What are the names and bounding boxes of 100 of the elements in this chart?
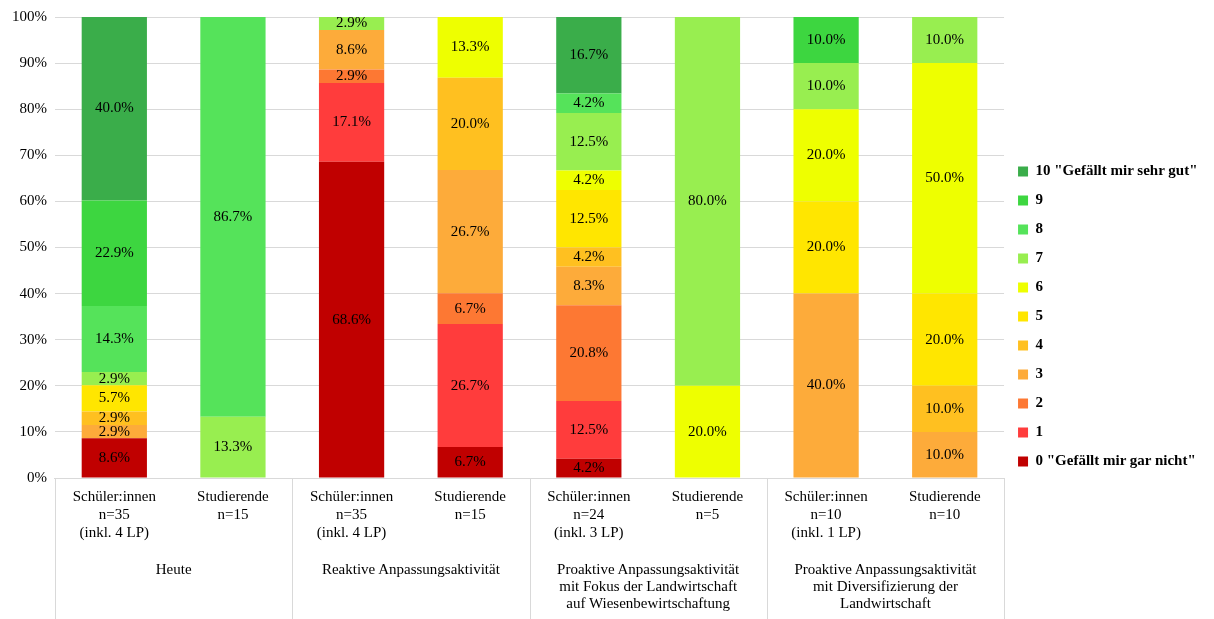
data-label: 8.3% — [573, 276, 605, 293]
data-label: 86.7% — [213, 207, 253, 224]
bar — [556, 189, 622, 248]
bar — [437, 77, 503, 171]
data-label: 20.8% — [569, 344, 609, 361]
x-tick-label: Studierende n=15 — [197, 487, 270, 522]
legend-label: 4 — [1035, 336, 1044, 353]
data-label: 6.7% — [454, 453, 486, 470]
bar — [200, 416, 266, 478]
data-label: 10.0% — [806, 30, 846, 47]
x-tick-label: Schüler:innen n=35 (inkl. 4 LP) — [72, 487, 157, 541]
y-tick-label: 50% — [19, 238, 47, 255]
data-label: 2.9% — [335, 14, 368, 31]
data-label: 2.9% — [98, 369, 130, 386]
text: Heute — [155, 561, 192, 578]
legend-label: 1 — [1035, 423, 1044, 440]
bar — [674, 385, 741, 478]
legend-label: 8 — [1035, 220, 1044, 237]
y-tick-label: 10% — [19, 422, 47, 439]
data-label: 10.0% — [806, 77, 846, 94]
data-label: 8.6% — [335, 40, 368, 57]
bar — [437, 17, 503, 78]
bar — [556, 266, 622, 306]
y-tick-label: 90% — [19, 54, 47, 71]
data-label: 50.0% — [925, 169, 965, 186]
data-label: 13.3% — [213, 438, 253, 455]
bar — [556, 112, 622, 171]
data-label: 20.0% — [925, 330, 965, 347]
data-label: 20.0% — [450, 114, 490, 131]
data-label: 12.5% — [569, 132, 609, 149]
data-label: 40.0% — [806, 376, 846, 393]
bar — [793, 17, 859, 64]
bar — [556, 17, 622, 94]
bar — [81, 385, 147, 412]
legend-label: 5 — [1035, 307, 1044, 324]
data-label: 26.7% — [450, 222, 490, 239]
bar — [793, 201, 859, 294]
bar — [200, 17, 266, 417]
legend-label: 9 — [1035, 191, 1044, 208]
data-label: 40.0% — [94, 99, 134, 116]
x-tick-label: Schüler:innen n=10 (inkl. 1 LP) — [784, 487, 869, 541]
bar — [556, 305, 622, 402]
data-label: 4.2% — [573, 459, 605, 476]
data-label: 2.9% — [335, 67, 368, 84]
x-tick-label: Schüler:innen n=24 (inkl. 3 LP) — [547, 487, 631, 541]
data-label: 12.5% — [569, 420, 609, 437]
bar — [912, 17, 978, 64]
bar — [793, 109, 859, 202]
bar — [674, 17, 741, 386]
data-label: 10.0% — [925, 30, 965, 47]
y-tick-label: 0% — [27, 468, 47, 485]
legend-label: 2 — [1035, 394, 1044, 411]
text: Proaktive Anpassungsaktivität mit Diversifizierung der Landwirtschaft — [794, 561, 978, 612]
legend-label: 6 — [1035, 278, 1044, 295]
data-label: 68.6% — [332, 310, 371, 327]
legend-label: 7 — [1035, 249, 1044, 266]
legend-label: 3 — [1035, 365, 1044, 382]
y-tick-label: 80% — [19, 100, 47, 117]
legend-label: 0 "Gefällt mir gar nicht" — [1035, 452, 1196, 469]
data-label: 14.3% — [94, 329, 134, 346]
data-label: 16.7% — [569, 45, 609, 62]
data-label: 5.7% — [98, 389, 130, 406]
bar — [556, 401, 622, 459]
x-tick-label: Studierende n=5 — [671, 487, 744, 522]
data-label: 10.0% — [925, 399, 965, 416]
data-label: 4.2% — [573, 171, 605, 188]
bar — [437, 170, 503, 294]
data-label: 4.2% — [573, 248, 605, 265]
bar — [912, 293, 978, 386]
data-label: 80.0% — [688, 192, 727, 209]
data-label: 6.7% — [454, 299, 486, 316]
x-tick-label: Studierende n=15 — [434, 487, 507, 522]
data-label: 4.2% — [573, 94, 605, 111]
data-label: 13.3% — [450, 38, 490, 55]
data-label: 20.0% — [806, 238, 846, 255]
bar — [318, 161, 385, 478]
y-tick-label: 100% — [12, 7, 47, 24]
bar — [81, 306, 147, 372]
bar — [318, 29, 385, 70]
y-tick-label: 40% — [19, 284, 47, 301]
bar — [318, 82, 385, 162]
data-label: 20.0% — [806, 146, 846, 163]
legend-label: 10 "Gefällt mir sehr gut" — [1035, 162, 1198, 179]
bar — [793, 293, 859, 478]
data-label: 8.6% — [98, 448, 130, 465]
bar — [912, 431, 978, 478]
data-label: 20.0% — [688, 422, 727, 439]
y-tick-label: 70% — [19, 146, 47, 163]
data-label: 12.5% — [569, 209, 609, 226]
text: Proaktive Anpassungsaktivität mit Fokus der Landwirtschaft auf Wiesenbewirtschaftung — [557, 561, 741, 612]
data-label: 26.7% — [450, 376, 490, 393]
text: Reaktive Anpassungsaktivität — [321, 561, 501, 578]
bar — [437, 293, 503, 325]
bar — [912, 63, 978, 294]
bar — [437, 447, 503, 478]
bar — [81, 438, 147, 478]
bar — [793, 63, 859, 110]
data-label: 22.9% — [94, 244, 134, 261]
y-tick-label: 30% — [19, 330, 47, 347]
bar — [912, 385, 978, 432]
